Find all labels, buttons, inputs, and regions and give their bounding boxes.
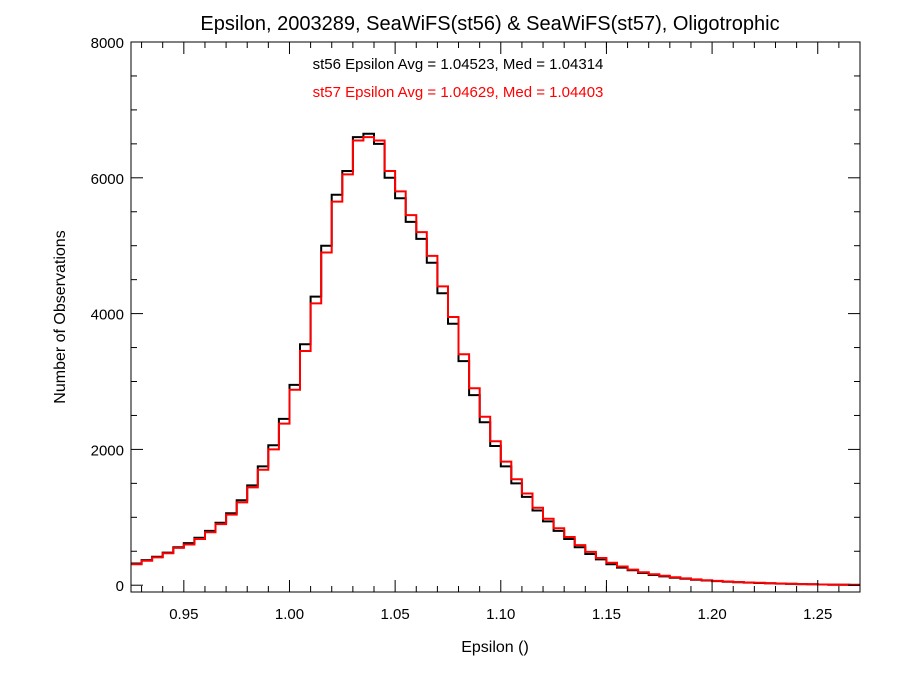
x-tick-label: 1.25 [803,606,832,623]
chart-title: Epsilon, 2003289, SeaWiFS(st56) & SeaWiF… [200,13,779,35]
x-axis-label: Epsilon () [461,639,529,656]
y-tick-label: 8000 [91,35,124,52]
x-tick-label: 1.10 [486,606,515,623]
plot-area [131,132,860,586]
annotation-st57: st57 Epsilon Avg = 1.04629, Med = 1.0440… [313,84,604,101]
plot-frame [130,41,861,593]
y-tick-label: 2000 [91,442,124,459]
annotation-st56: st56 Epsilon Avg = 1.04523, Med = 1.0431… [313,56,604,73]
x-tick-label: 1.05 [381,606,410,623]
x-tick-label: 1.20 [697,606,726,623]
y-tick-label: 0 [116,578,124,595]
x-tick-label: 1.00 [275,606,304,623]
histogram-series-0 [131,132,860,586]
x-tick-label: 0.95 [169,606,198,623]
y-axis: 0 2000 4000 6000 8000 [91,35,860,595]
y-tick-label: 4000 [91,307,124,324]
x-tick-label: 1.15 [592,606,621,623]
y-axis-label: Number of Observations [52,230,69,403]
histogram-series-1 [131,136,860,586]
y-tick-label: 6000 [91,171,124,188]
x-axis: 0.95 1.00 1.05 1.10 1.15 1.20 1.25 [141,42,840,623]
